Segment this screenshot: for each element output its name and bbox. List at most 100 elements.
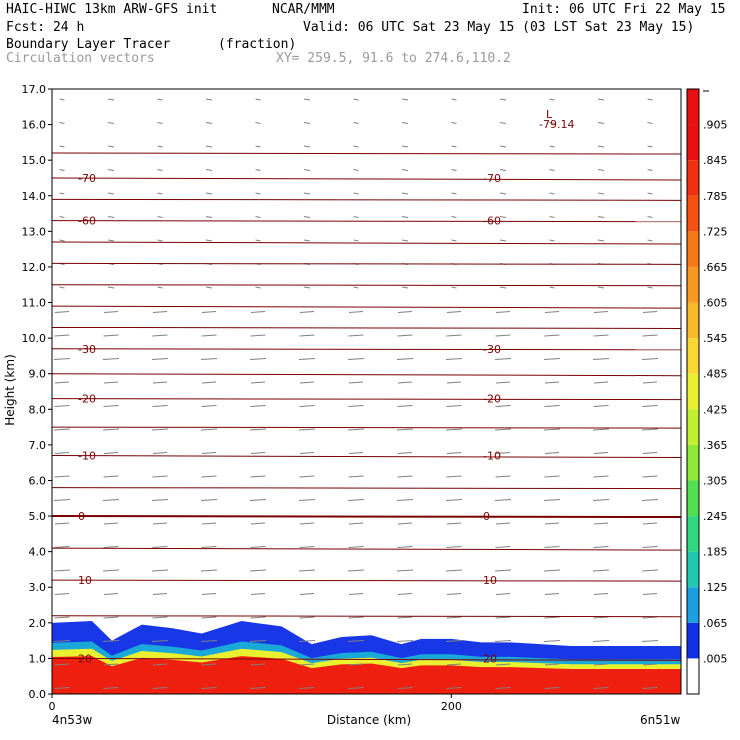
circulation-vector — [59, 145, 65, 148]
colorbar-segment — [687, 658, 699, 694]
circulation-vector — [102, 428, 120, 431]
circulation-vector — [249, 358, 267, 360]
circulation-vector — [348, 334, 364, 337]
circulation-vector — [397, 311, 413, 313]
isotherm-line — [51, 579, 682, 582]
circulation-vector — [347, 358, 365, 360]
circulation-vector — [397, 334, 413, 337]
colorbar-segment — [687, 480, 699, 517]
circulation-vector — [298, 428, 316, 431]
y-tick-label: 6.0 — [29, 474, 47, 487]
circulation-vector — [250, 663, 266, 666]
circulation-vector — [299, 593, 315, 595]
circulation-vector — [348, 381, 364, 384]
isotherm-line — [51, 547, 682, 551]
colorbar-segment — [687, 338, 699, 374]
circulation-vector — [446, 311, 462, 313]
circulation-vector — [250, 334, 266, 337]
circulation-vector — [641, 358, 659, 360]
field-units: (fraction) — [218, 37, 296, 52]
circulation-vector — [103, 522, 119, 525]
circulation-vector — [401, 169, 409, 171]
circulation-vector — [549, 98, 555, 101]
circulation-vector — [446, 334, 462, 337]
circulation-vector — [255, 145, 261, 148]
colorbar-segment — [687, 160, 699, 196]
colorbar-label: .665 — [703, 261, 728, 274]
circulation-vector — [348, 663, 364, 666]
circulation-vector — [499, 122, 507, 124]
circulation-vector — [597, 216, 605, 218]
isotherm-line — [51, 152, 682, 155]
field-name: Boundary Layer Tracer — [6, 37, 171, 52]
isotherm-label: -70 — [483, 172, 501, 185]
circulation-vector — [53, 499, 71, 501]
circulation-vector — [201, 593, 217, 595]
circulation-vector — [157, 286, 163, 289]
circulation-vector — [54, 593, 70, 595]
circulation-vector — [107, 98, 115, 101]
circulation-vector — [152, 405, 168, 407]
circulation-vector — [397, 381, 413, 384]
circulation-vector — [353, 169, 359, 171]
circulation-vector — [593, 663, 609, 666]
circulation-vector — [592, 499, 610, 501]
circulation-vector — [593, 593, 609, 595]
circulation-vector — [495, 593, 511, 595]
circulation-vector — [298, 640, 316, 642]
circulation-vector — [494, 640, 512, 642]
circulation-vector — [255, 169, 261, 171]
circulation-vector — [597, 98, 605, 101]
isotherm-label: -10 — [483, 450, 501, 463]
y-tick-label: 8.0 — [29, 403, 47, 416]
circulation-vector — [445, 499, 463, 501]
circulation-vector — [499, 216, 507, 218]
isotherm-label: -10 — [78, 450, 96, 463]
circulation-vector — [53, 640, 71, 642]
circulation-vector — [249, 569, 267, 572]
circulation-vector — [544, 593, 560, 595]
y-tick-label: 10.0 — [22, 332, 47, 345]
isotherm-label: 10 — [78, 574, 92, 587]
circulation-vector — [249, 640, 267, 642]
circulation-vector — [544, 616, 560, 619]
circulation-vector — [201, 334, 217, 337]
y-tick-label: 17.0 — [22, 83, 47, 96]
circulation-vector — [298, 569, 316, 572]
circulation-vector — [152, 381, 168, 384]
circulation-vector — [303, 239, 311, 242]
circulation-vector — [152, 546, 168, 548]
circulation-vector — [347, 569, 365, 572]
circulation-vector — [397, 546, 413, 548]
colorbar-segment — [687, 373, 699, 410]
circulation-vector — [543, 640, 561, 642]
colorbar-label: .545 — [703, 332, 728, 345]
y-tick-label: 7.0 — [29, 439, 47, 452]
minimum-marker-L: L — [546, 108, 553, 121]
circulation-vector — [152, 593, 168, 595]
circulation-vector — [494, 499, 512, 501]
circulation-vector — [151, 358, 169, 360]
circulation-vector — [401, 122, 409, 124]
colorbar-segment — [687, 622, 699, 659]
x-axis-right-end: 6n51w — [640, 713, 681, 727]
circulation-vector — [54, 663, 70, 666]
circulation-vector — [494, 358, 512, 360]
circulation-vector — [102, 358, 120, 360]
circulation-vector — [303, 216, 311, 218]
isotherm-label: 0 — [78, 510, 85, 523]
circulation-vector — [103, 452, 119, 454]
circulation-vector — [446, 452, 462, 454]
circulation-vector — [451, 286, 457, 289]
circulation-vector — [102, 640, 120, 642]
tracer-fill-max — [52, 656, 681, 694]
circulation-vector — [499, 169, 507, 171]
circulation-vector — [299, 405, 315, 407]
circulation-vector — [642, 546, 658, 548]
circulation-vector — [544, 334, 560, 337]
circulation-vector — [53, 569, 71, 572]
circulation-vector — [592, 640, 610, 642]
circulation-vector — [59, 169, 65, 171]
isotherm-line — [51, 326, 682, 329]
circulation-vector — [592, 428, 610, 431]
